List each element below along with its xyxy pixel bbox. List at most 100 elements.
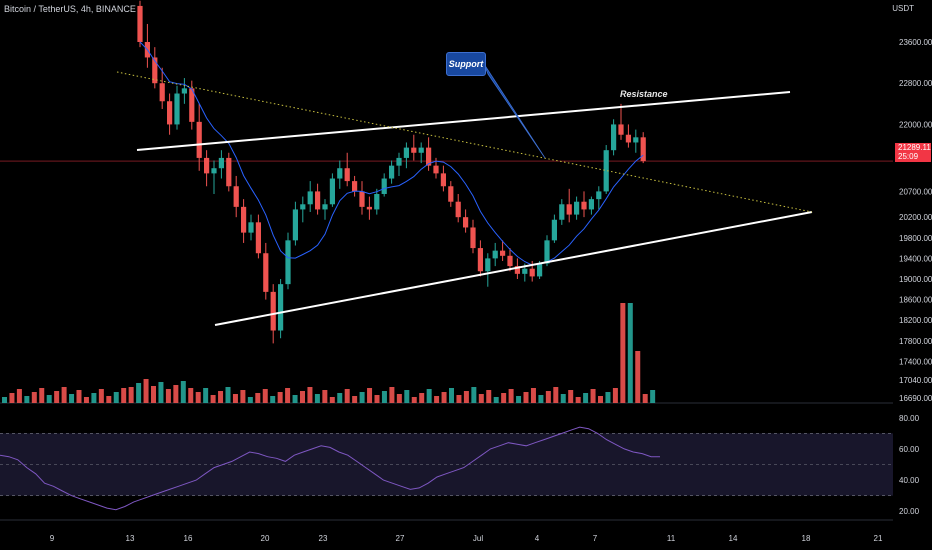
candle-body	[396, 157, 402, 166]
price-tick-label: 17400.00	[899, 357, 932, 366]
candle-body	[248, 222, 254, 233]
rsi-tick-label: 40.00	[899, 476, 920, 485]
candle-body	[366, 206, 372, 210]
volume-bar	[46, 395, 52, 403]
volume-bar	[463, 391, 469, 403]
price-tick-label: 16690.00	[899, 394, 932, 403]
price-tick-label: 18200.00	[899, 316, 932, 325]
candle-body	[211, 168, 217, 174]
price-axis-bg	[893, 0, 932, 550]
volume-bar	[255, 393, 261, 403]
candle-body	[167, 101, 173, 125]
price-tick-label: 19000.00	[899, 275, 932, 284]
volume-bar	[121, 388, 127, 403]
volume-bar	[165, 389, 171, 403]
volume-bar	[98, 389, 104, 403]
volume-bar	[270, 396, 276, 403]
candle-body	[204, 157, 210, 174]
volume-bar	[411, 397, 417, 403]
time-tick-label: 16	[184, 534, 193, 543]
candle-body	[189, 88, 195, 122]
time-tick-label: 11	[667, 534, 676, 543]
candle-body	[359, 191, 365, 207]
price-tick-label: 23600.00	[899, 38, 932, 47]
candle-body	[315, 191, 321, 210]
candle-body	[640, 137, 646, 162]
candle-body	[285, 240, 291, 285]
volume-bar	[300, 391, 305, 403]
volume-bar	[516, 396, 522, 403]
chart-title: Bitcoin / TetherUS, 4h, BINANCE	[4, 4, 136, 14]
time-tick-label: 4	[535, 534, 540, 543]
candle-body	[241, 206, 247, 233]
volume-bar	[158, 382, 164, 403]
candle-body	[292, 209, 298, 241]
candle-body	[514, 266, 520, 274]
candle-body	[418, 147, 424, 153]
candle-body	[196, 121, 202, 158]
volume-bar	[151, 386, 156, 403]
volume-bar	[635, 351, 641, 403]
candle-body	[500, 250, 506, 256]
rsi-tick-label: 20.00	[899, 507, 920, 516]
volume-bar	[434, 396, 440, 403]
time-tick-label: 13	[126, 534, 135, 543]
volume-bar	[530, 388, 536, 403]
candle-body	[596, 191, 602, 200]
candle-body	[322, 204, 328, 210]
rsi-tick-label: 80.00	[899, 414, 920, 423]
candle-body	[611, 124, 617, 151]
volume-bar	[352, 396, 358, 403]
volume-bar	[232, 394, 238, 403]
volume-bar	[404, 390, 410, 403]
price-tick-label: 19800.00	[899, 234, 932, 243]
volume-bar	[583, 393, 589, 403]
candle-body	[255, 222, 261, 254]
volume-bar	[180, 381, 186, 403]
candle-body	[537, 263, 543, 277]
volume-bar	[277, 392, 283, 403]
volume-bar	[553, 387, 559, 403]
callout-pointer	[483, 63, 546, 159]
candle-body	[559, 204, 565, 220]
candle-body	[625, 134, 631, 143]
volume-bar	[456, 395, 462, 403]
candle-body	[440, 173, 446, 187]
price-tick-label: 19400.00	[899, 254, 932, 263]
candle-body	[574, 201, 580, 215]
volume-bar	[381, 391, 387, 403]
candle-body	[529, 268, 535, 277]
volume-bar	[91, 393, 97, 403]
candle-body	[455, 201, 461, 218]
time-tick-label: Jul	[473, 534, 483, 543]
volume-bar	[389, 387, 395, 403]
support-callout[interactable]: Support	[446, 52, 486, 76]
volume-bar	[471, 387, 477, 403]
volume-bar	[9, 393, 15, 403]
candle-body	[270, 291, 276, 331]
volume-bar	[240, 390, 246, 403]
volume-bar	[367, 388, 373, 403]
volume-bar	[419, 393, 425, 403]
candle-body	[477, 248, 483, 272]
price-tick-label: 20700.00	[899, 187, 932, 196]
volume-bar	[210, 395, 216, 403]
volume-bar	[69, 394, 75, 403]
volume-bar	[441, 392, 447, 403]
price-tick-label: 20200.00	[899, 213, 932, 222]
candle-body	[152, 57, 158, 84]
last-price-badge: 21289.11 25:09	[895, 143, 931, 162]
volume-bar	[560, 394, 566, 403]
volume-bar	[106, 396, 112, 403]
volume-bar	[61, 387, 67, 403]
volume-bar	[188, 388, 194, 403]
volume-bar	[218, 391, 224, 403]
volume-bar	[307, 387, 313, 403]
volume-bar	[359, 392, 365, 403]
candle-body	[522, 268, 528, 274]
candle-body	[181, 88, 187, 94]
candle-body	[433, 165, 439, 174]
volume-bar	[449, 388, 454, 403]
volume-bar	[24, 396, 30, 403]
